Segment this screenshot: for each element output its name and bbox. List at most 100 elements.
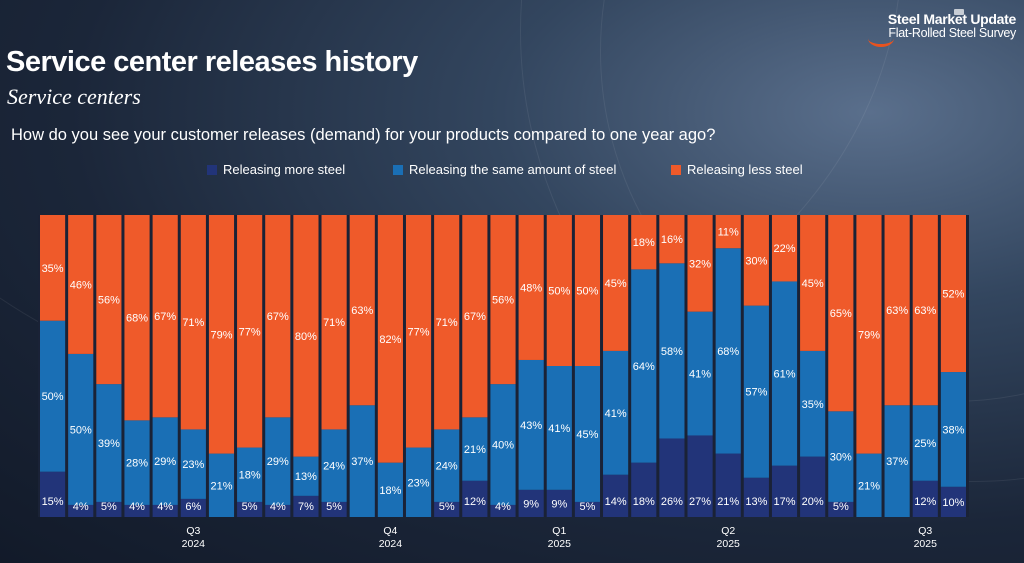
data-label-less: 50% xyxy=(548,286,570,298)
bar-segment-same xyxy=(152,417,178,505)
data-label-more: 6% xyxy=(185,501,201,513)
data-label-same: 61% xyxy=(774,369,796,381)
bar-segment-same xyxy=(405,447,432,517)
data-label-same: 18% xyxy=(379,485,401,497)
data-label-same: 38% xyxy=(942,424,964,436)
bar-segment-more xyxy=(715,453,741,517)
bar-segment-same xyxy=(715,248,741,454)
bar-segment-more xyxy=(265,504,291,517)
data-label-less: 52% xyxy=(942,289,964,301)
bar-segment-more xyxy=(124,504,150,517)
data-label-more: 9% xyxy=(551,498,567,510)
data-label-same: 29% xyxy=(154,456,176,468)
data-label-same: 41% xyxy=(548,423,570,435)
data-label-same: 24% xyxy=(436,461,458,473)
data-label-less: 71% xyxy=(436,317,458,329)
data-label-same: 29% xyxy=(267,456,289,468)
data-label-more: 15% xyxy=(42,496,64,508)
data-label-same: 37% xyxy=(351,456,373,468)
x-tick-quarter: Q2 xyxy=(721,525,735,537)
bar-segment-same xyxy=(490,384,516,505)
bar-segment-same xyxy=(856,453,882,517)
data-label-less: 79% xyxy=(210,329,232,341)
data-label-more: 14% xyxy=(605,496,627,508)
data-label-more: 13% xyxy=(745,496,767,508)
data-label-more: 4% xyxy=(270,501,286,513)
bar-segment-less xyxy=(68,215,94,354)
bar-segment-same xyxy=(574,366,601,502)
x-tick-quarter: Q4 xyxy=(383,525,397,537)
data-label-same: 25% xyxy=(914,438,936,450)
data-label-more: 9% xyxy=(523,498,539,510)
data-label-more: 4% xyxy=(157,501,173,513)
bar-segment-same xyxy=(68,353,94,505)
data-label-more: 17% xyxy=(774,496,796,508)
data-label-same: 23% xyxy=(408,477,430,489)
bar-segment-more xyxy=(912,480,938,517)
bar-segment-same xyxy=(884,405,910,517)
data-label-same: 58% xyxy=(661,346,683,358)
bar-segment-more xyxy=(574,501,601,517)
bar-segment-same xyxy=(603,350,629,475)
data-label-more: 5% xyxy=(579,501,595,513)
bar-segment-more xyxy=(40,471,66,517)
x-tick-year: 2025 xyxy=(548,538,572,550)
bar-segment-more xyxy=(771,465,798,517)
data-label-less: 35% xyxy=(42,263,64,275)
data-label-same: 30% xyxy=(830,452,852,464)
bar-segment-less xyxy=(715,215,741,249)
bar-segment-more xyxy=(546,489,572,517)
data-label-same: 50% xyxy=(70,424,92,436)
bar-segment-same xyxy=(265,417,291,505)
data-label-more: 4% xyxy=(495,501,511,513)
data-label-less: 50% xyxy=(576,286,598,298)
bar-segment-same xyxy=(180,429,206,499)
bar-segment-same xyxy=(940,372,966,487)
data-label-less: 45% xyxy=(802,278,824,290)
data-label-less: 48% xyxy=(520,282,542,294)
bar-segment-same xyxy=(293,456,319,496)
x-tick-year: 2024 xyxy=(182,538,206,550)
legend-swatch-more xyxy=(207,164,217,175)
brand-name: Steel Market Update xyxy=(887,11,1016,27)
bar-segment-same xyxy=(828,411,854,502)
data-label-less: 80% xyxy=(295,331,317,343)
data-label-more: 21% xyxy=(717,496,739,508)
bar-segment-more xyxy=(237,501,263,517)
bar-segment-more xyxy=(800,456,826,517)
data-label-same: 21% xyxy=(858,480,880,492)
x-tick-year: 2025 xyxy=(717,538,741,550)
legend-item-same: Releasing the same amount of steel xyxy=(393,162,616,177)
data-label-same: 21% xyxy=(464,444,486,456)
bar-segment-less xyxy=(152,215,178,418)
data-label-less: 45% xyxy=(605,278,627,290)
bar-segment-less xyxy=(434,215,460,430)
bar-segment-same xyxy=(518,359,544,490)
brand-swoosh-icon xyxy=(868,30,894,47)
x-tick-quarter: Q3 xyxy=(186,525,200,537)
data-label-same: 28% xyxy=(126,458,148,470)
brand-tagline: Flat-Rolled Steel Survey xyxy=(888,25,1016,40)
data-label-less: 32% xyxy=(689,258,711,270)
bar-segment-same xyxy=(771,281,798,466)
bar-segment-same xyxy=(434,429,460,502)
data-label-less: 71% xyxy=(323,317,345,329)
data-label-less: 22% xyxy=(774,243,796,255)
data-label-more: 5% xyxy=(439,501,455,513)
bar-segment-more xyxy=(631,462,657,517)
bar-segment-less xyxy=(180,215,206,430)
x-tick-quarter: Q3 xyxy=(918,525,932,537)
data-label-same: 43% xyxy=(520,420,542,432)
bar-segment-same xyxy=(124,420,150,505)
bar-segment-less xyxy=(800,215,826,351)
bar-segment-more xyxy=(293,495,319,517)
data-label-same: 57% xyxy=(745,387,767,399)
bar-segment-more xyxy=(603,474,629,517)
chart-subtitle: Service centers xyxy=(7,84,141,109)
data-label-less: 56% xyxy=(492,295,514,307)
data-label-less: 11% xyxy=(718,227,739,239)
bar-segment-less xyxy=(265,215,291,418)
legend-label-same: Releasing the same amount of steel xyxy=(409,162,617,177)
bar-segment-less xyxy=(405,215,432,448)
